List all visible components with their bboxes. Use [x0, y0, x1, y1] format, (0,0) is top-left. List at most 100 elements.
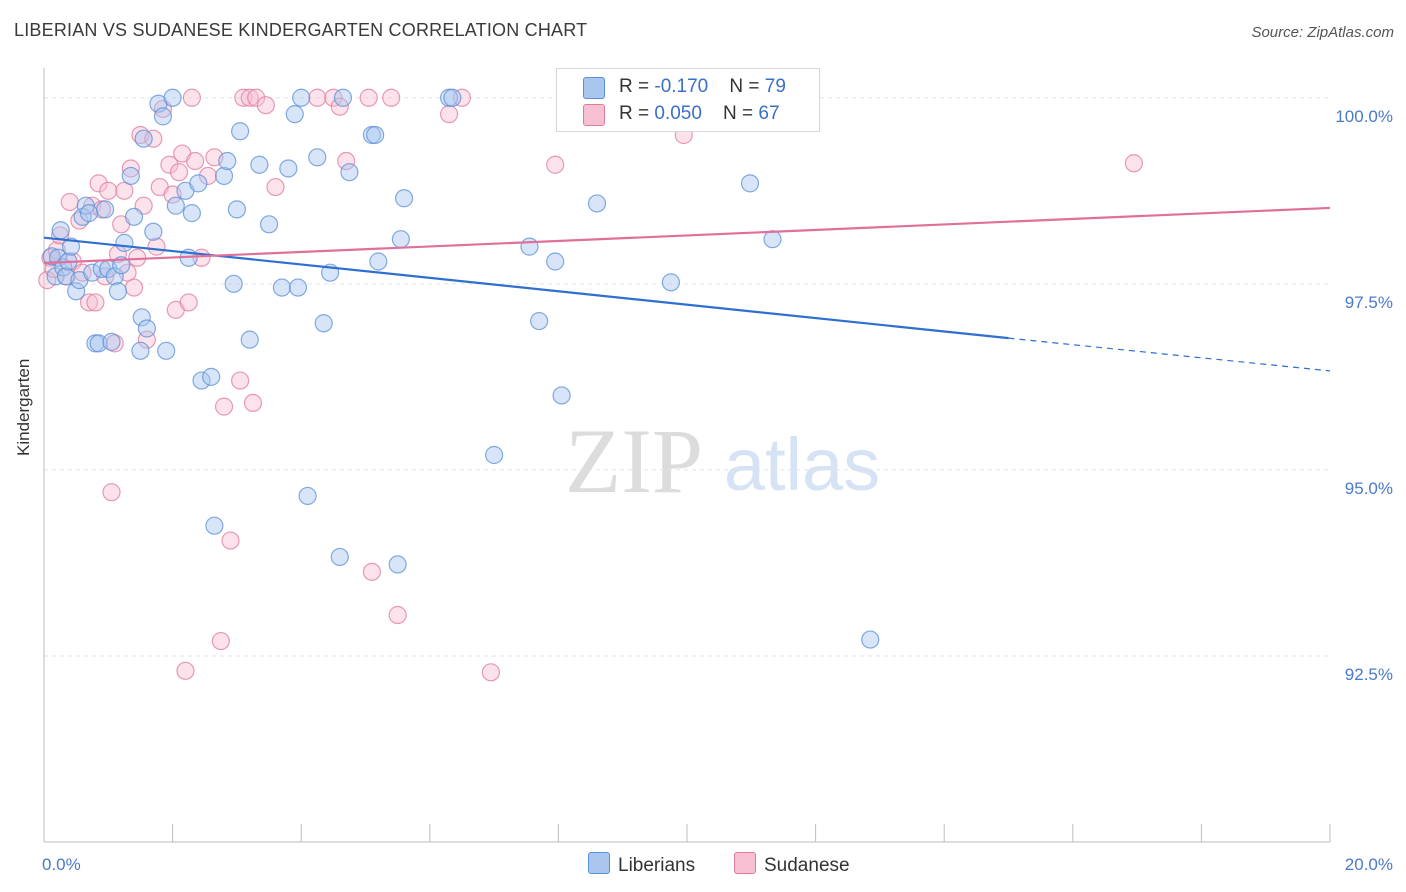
sudanese-point [221, 531, 240, 550]
liberian-point [259, 215, 279, 234]
liberian-point [369, 252, 388, 271]
sudanese-point [121, 159, 140, 178]
liberian-point [132, 308, 151, 327]
legend-swatch-sudanese [734, 852, 756, 874]
sudanese-point [160, 155, 179, 174]
sudanese-point [211, 631, 230, 651]
liberian-point [308, 148, 327, 167]
legend-swatch-liberians [583, 77, 605, 99]
sudanese-point [182, 88, 201, 107]
liberian-point [214, 166, 234, 186]
watermark-atlas: atlas [724, 423, 880, 506]
liberian-point [166, 196, 185, 215]
liberian-trend-extension [1008, 337, 1331, 372]
watermark-zip: ZIP [565, 410, 703, 512]
liberian-point [134, 129, 153, 148]
x-tick-label: 20.0% [1345, 855, 1393, 874]
liberian-point [157, 341, 176, 360]
liberian-point [131, 341, 150, 360]
liberian-point [224, 274, 243, 293]
sudanese-point [308, 88, 327, 107]
sudanese-point [337, 151, 356, 171]
x-tick-label: 0.0% [42, 855, 81, 874]
legend-n-label: N = [729, 76, 765, 97]
legend-swatch-sudanese [583, 104, 605, 126]
y-tick-label: 92.5% [1345, 665, 1393, 684]
liberian-point [587, 194, 607, 213]
liberian-point [144, 222, 163, 241]
liberian-point [124, 207, 144, 226]
legend-item-liberians[interactable]: Liberians [588, 852, 695, 877]
sudanese-point [86, 293, 105, 312]
sudanese-point [186, 151, 205, 171]
liberian-point [102, 332, 121, 351]
legend-label-sudanese: Sudanese [764, 855, 850, 876]
liberian-point [394, 189, 414, 208]
liberian-point [163, 88, 182, 107]
liberian-point [189, 174, 208, 193]
sudanese-point [147, 237, 166, 256]
sudanese-point [481, 663, 500, 682]
sudanese-point [176, 661, 195, 680]
sudanese-point [247, 88, 266, 107]
liberian-point [61, 237, 81, 256]
y-tick-label: 95.0% [1345, 479, 1393, 498]
liberian-point [861, 630, 880, 649]
liberian-point [546, 252, 565, 271]
liberian-point [218, 151, 237, 171]
y-tick-label: 100.0% [1335, 107, 1393, 126]
sudanese-point [546, 155, 565, 174]
liberian-trend-line [43, 236, 1009, 340]
liberian-point [137, 319, 156, 338]
sudanese-point [256, 96, 275, 115]
liberian-point [250, 155, 269, 174]
liberian-point [485, 445, 504, 465]
sudanese-point [198, 166, 218, 186]
y-tick-label: 97.5% [1345, 293, 1393, 312]
sudanese-point [439, 105, 459, 124]
sudanese-point [243, 393, 263, 413]
legend-n-value: 67 [758, 103, 780, 124]
liberian-point [108, 282, 128, 301]
liberian-point [56, 267, 75, 286]
trend-lines [43, 206, 1331, 372]
liberian-point [105, 267, 124, 286]
chart-source: Source: ZipAtlas.com [1251, 24, 1394, 41]
sudanese-point [388, 605, 407, 625]
stats-legend: R = -0.170 N = 79 R = 0.050 N = 67 [556, 68, 820, 132]
legend-swatch-liberians [588, 852, 610, 874]
series-legend: Liberians Sudanese [0, 852, 1406, 878]
liberian-point [182, 204, 201, 223]
sudanese-point [452, 88, 472, 107]
sudanese-point [234, 88, 253, 107]
liberian-point [333, 88, 353, 107]
sudanese-point [382, 88, 401, 107]
liberian-point [79, 204, 99, 223]
liberian-point [42, 247, 61, 266]
liberian-point [520, 237, 539, 256]
sudanese-point [231, 371, 250, 390]
legend-r-value: 0.050 [654, 103, 702, 124]
axes [43, 68, 1331, 843]
liberian-point [112, 256, 131, 275]
watermark: ZIP atlas [565, 410, 880, 512]
liberian-point [530, 311, 549, 331]
liberian-point [192, 371, 211, 390]
liberian-point [330, 547, 349, 567]
legend-item-sudanese[interactable]: Sudanese [734, 852, 850, 877]
sudanese-trend-line [43, 206, 1331, 265]
liberian-point [202, 367, 221, 386]
legend-label-liberians: Liberians [618, 855, 696, 876]
sudanese-point [362, 562, 382, 581]
liberian-point [227, 200, 246, 219]
liberian-point [391, 230, 410, 249]
liberian-point [763, 230, 782, 249]
sudanese-point [179, 293, 198, 312]
sudanese-point [102, 483, 121, 502]
sudanese-point [214, 397, 234, 416]
liberian-point [740, 174, 760, 193]
liberian-point [288, 278, 308, 297]
sudanese-point [169, 163, 189, 182]
sudanese-point [89, 174, 108, 193]
liberian-point [661, 273, 681, 292]
